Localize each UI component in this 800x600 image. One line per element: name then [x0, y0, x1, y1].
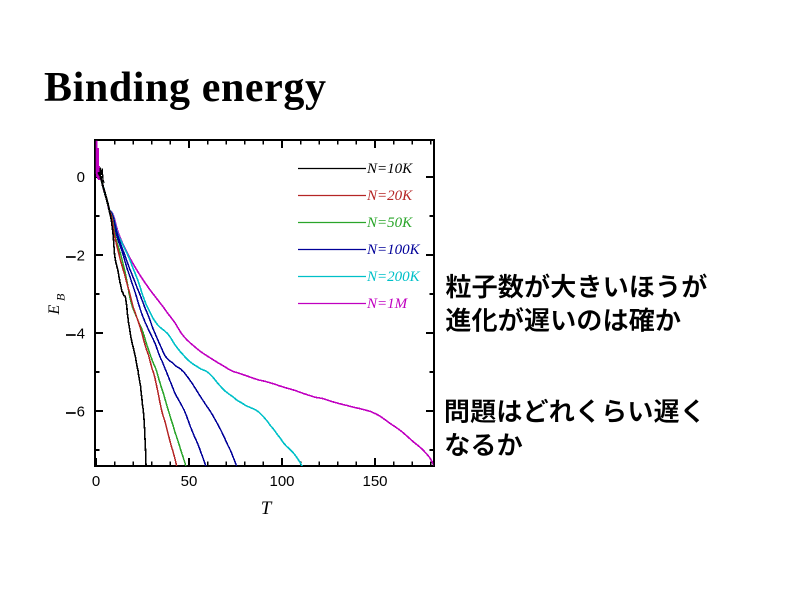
svg-text:N=20K: N=20K — [366, 188, 413, 204]
svg-text:4: 4 — [77, 326, 85, 343]
svg-text:6: 6 — [77, 404, 85, 421]
svg-text:E: E — [46, 305, 63, 316]
svg-text:N=1M: N=1M — [366, 296, 409, 312]
svg-text:50: 50 — [181, 473, 198, 490]
svg-text:0: 0 — [77, 169, 85, 186]
svg-text:0: 0 — [92, 473, 100, 490]
svg-text:T: T — [261, 498, 273, 519]
svg-text:N=50K: N=50K — [366, 215, 413, 231]
svg-text:100: 100 — [269, 473, 294, 490]
svg-text:B: B — [54, 293, 68, 301]
svg-text:Binding energy: Binding energy — [44, 65, 326, 111]
svg-text:N=10K: N=10K — [366, 161, 413, 177]
svg-text:N=100K: N=100K — [366, 242, 421, 258]
svg-text:N=200K: N=200K — [366, 269, 421, 285]
svg-text:150: 150 — [362, 473, 387, 490]
svg-text:2: 2 — [77, 248, 85, 265]
